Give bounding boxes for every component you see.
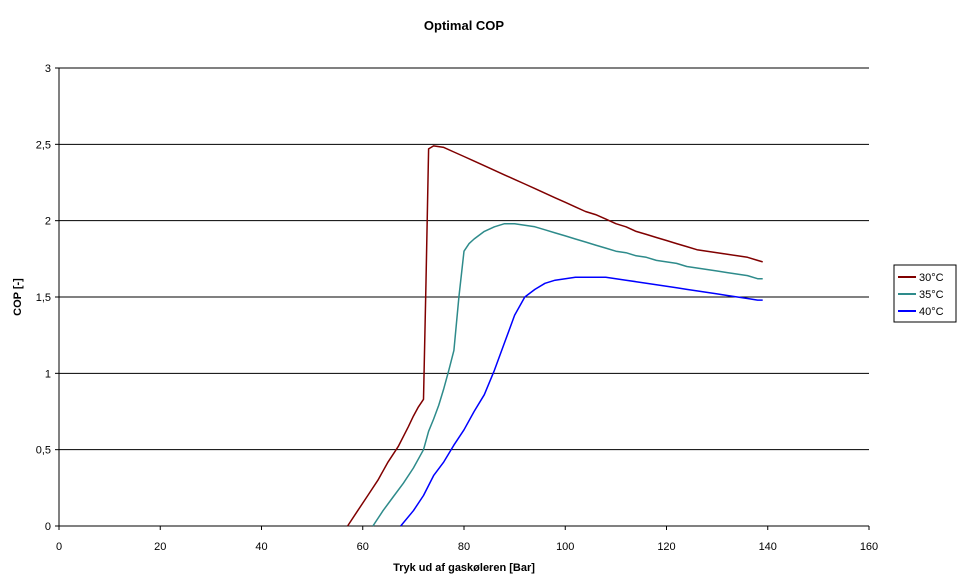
y-tick-label: 2 [45,216,51,228]
series-lines [346,145,763,527]
series-line-1 [346,145,763,527]
x-tick-label: 40 [255,541,267,553]
grid-lines [59,67,869,451]
y-tick-label: 0 [45,521,51,533]
y-tick-label: 3 [45,63,51,75]
x-tick-label: 80 [458,541,470,553]
legend-label: 40°C [919,306,944,318]
x-tick-label: 0 [56,541,62,553]
series-line-2 [372,222,763,527]
series-line-3 [400,276,763,527]
y-tick-label: 1 [45,368,51,380]
chart-title: Optimal COP [424,18,505,33]
x-tick-label: 20 [154,541,166,553]
y-tick-label: 1,5 [36,292,51,304]
legend-label: 35°C [919,289,944,301]
y-tick-label: 2,5 [36,139,51,151]
x-tick-label: 100 [556,541,574,553]
x-axis-ticks: 0 20 40 60 80 100 120 140 160 [56,526,878,553]
x-tick-label: 160 [860,541,878,553]
x-tick-label: 60 [357,541,369,553]
legend: 30°C 35°C 40°C [893,264,957,323]
y-tick-label: 0,5 [36,445,51,457]
x-axis-label: Tryk ud af gaskøleren [Bar] [393,562,535,574]
y-axis-ticks: 0 0,5 1 1,5 2 2,5 3 [36,63,59,533]
y-axis-label: COP [-] [12,278,24,316]
x-tick-label: 140 [759,541,777,553]
x-tick-label: 120 [657,541,675,553]
legend-label: 30°C [919,272,944,284]
